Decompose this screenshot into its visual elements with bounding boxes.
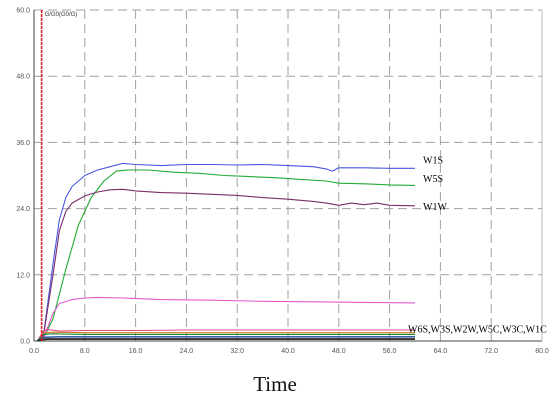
x-tick-label: 48.0 xyxy=(332,348,346,355)
grid xyxy=(34,9,543,341)
series-line-4 xyxy=(36,296,416,342)
x-tick-label: 40.0 xyxy=(281,348,295,355)
series-label-w1s: W1S xyxy=(423,155,443,166)
series-lines xyxy=(36,162,416,342)
y-tick-label: 24.0 xyxy=(16,206,30,213)
x-axis-title: Time xyxy=(253,372,297,396)
axes xyxy=(33,10,543,342)
series-line-2 xyxy=(36,169,416,342)
series-label-w5s: W5S xyxy=(423,174,443,185)
x-tick-label: 64.0 xyxy=(434,348,448,355)
x-tick-label: 8.0 xyxy=(80,348,90,355)
series-line-5 xyxy=(36,328,415,342)
y-tick-label: 0.0 xyxy=(20,339,30,346)
y-tick-label: 60.0 xyxy=(16,8,30,15)
series-label-w1w: W1W xyxy=(423,202,447,213)
x-tick-label: 32.0 xyxy=(230,348,244,355)
series-label-group: W6S,W3S,W2W,W5C,W3C,W1C xyxy=(408,325,547,336)
series-line-7 xyxy=(36,333,415,342)
series-line-1 xyxy=(36,162,415,342)
x-tick-label: 72.0 xyxy=(484,348,498,355)
series-line-8 xyxy=(36,336,415,342)
series-line-9 xyxy=(36,337,415,342)
tick-labels: 0.0 8.0 16.0 24.0 32.0 40.0 48.0 56.0 64.0 72.0 80… xyxy=(16,8,549,356)
x-tick-label: 56.0 xyxy=(383,348,397,355)
x-tick-label: 0.0 xyxy=(29,348,39,355)
x-tick-label: 16.0 xyxy=(129,348,143,355)
y-tick-label: 12.0 xyxy=(16,272,30,279)
x-tick-label: 24.0 xyxy=(180,348,194,355)
series-line-3 xyxy=(36,188,416,342)
series-line-10 xyxy=(37,338,415,342)
y-tick-label: 36.0 xyxy=(16,140,30,147)
x-tick-label: 80.0 xyxy=(535,348,549,355)
series-line-6 xyxy=(36,331,415,342)
y-axis-label: G/G0(G0/G) xyxy=(45,12,78,18)
y-tick-label: 48.0 xyxy=(16,74,30,81)
